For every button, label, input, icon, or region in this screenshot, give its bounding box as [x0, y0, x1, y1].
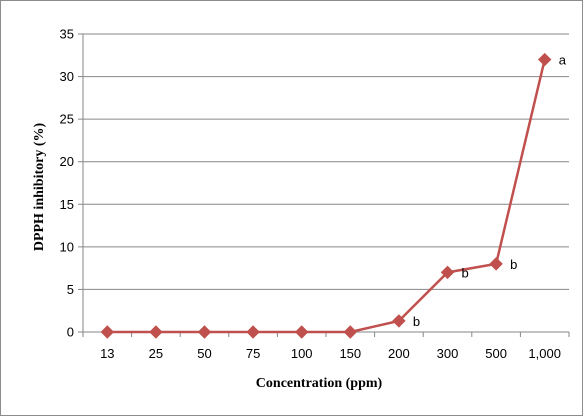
x-tick-labels: 13 25 50 75 100 150 200 300 500 1,000: [100, 346, 561, 361]
data-point-marker: [100, 325, 115, 339]
y-tick-label: 20: [60, 154, 74, 169]
x-tick-label: 500: [485, 346, 507, 361]
data-point-marker: [149, 325, 163, 339]
y-tick-label: 25: [60, 112, 74, 127]
data-point-marker: [489, 257, 503, 271]
data-point-marker: [440, 265, 455, 280]
x-tick-label: 100: [291, 346, 313, 361]
point-annotations: b b b a: [413, 53, 567, 329]
x-tick-label: 300: [437, 346, 459, 361]
x-tick-label: 200: [388, 346, 410, 361]
point-label: b: [413, 314, 420, 329]
y-tick-label: 30: [60, 69, 74, 84]
x-tick-label: 13: [100, 346, 114, 361]
data-point-marker: [294, 325, 309, 339]
x-tick-label: 50: [197, 346, 211, 361]
y-axis-title: DPPH inhibitory (%): [32, 123, 47, 252]
axes: [78, 33, 570, 337]
y-tick-label: 0: [67, 325, 74, 340]
series: [100, 52, 552, 339]
x-axis-title: Concentration (ppm): [256, 376, 383, 391]
data-point-marker: [537, 52, 552, 67]
series-line: [107, 59, 546, 334]
y-tick-label: 5: [67, 282, 74, 297]
data-point-marker: [197, 325, 212, 339]
x-tick-label: 75: [246, 346, 260, 361]
y-tick-labels: 0 5 10 15 20 25 30 35: [60, 27, 74, 340]
point-label: a: [559, 53, 567, 68]
x-tick-label: 1,000: [528, 346, 561, 361]
data-point-marker: [246, 325, 260, 339]
y-tick-label: 15: [60, 197, 74, 212]
data-point-marker: [343, 325, 358, 339]
y-tick-label: 10: [60, 239, 74, 254]
x-tick-label: 25: [149, 346, 163, 361]
data-point-marker: [392, 314, 406, 328]
point-label: b: [510, 257, 517, 272]
gridlines: [83, 33, 569, 290]
point-label: b: [462, 265, 469, 280]
y-tick-label: 35: [60, 27, 74, 42]
x-tick-label: 150: [339, 346, 361, 361]
